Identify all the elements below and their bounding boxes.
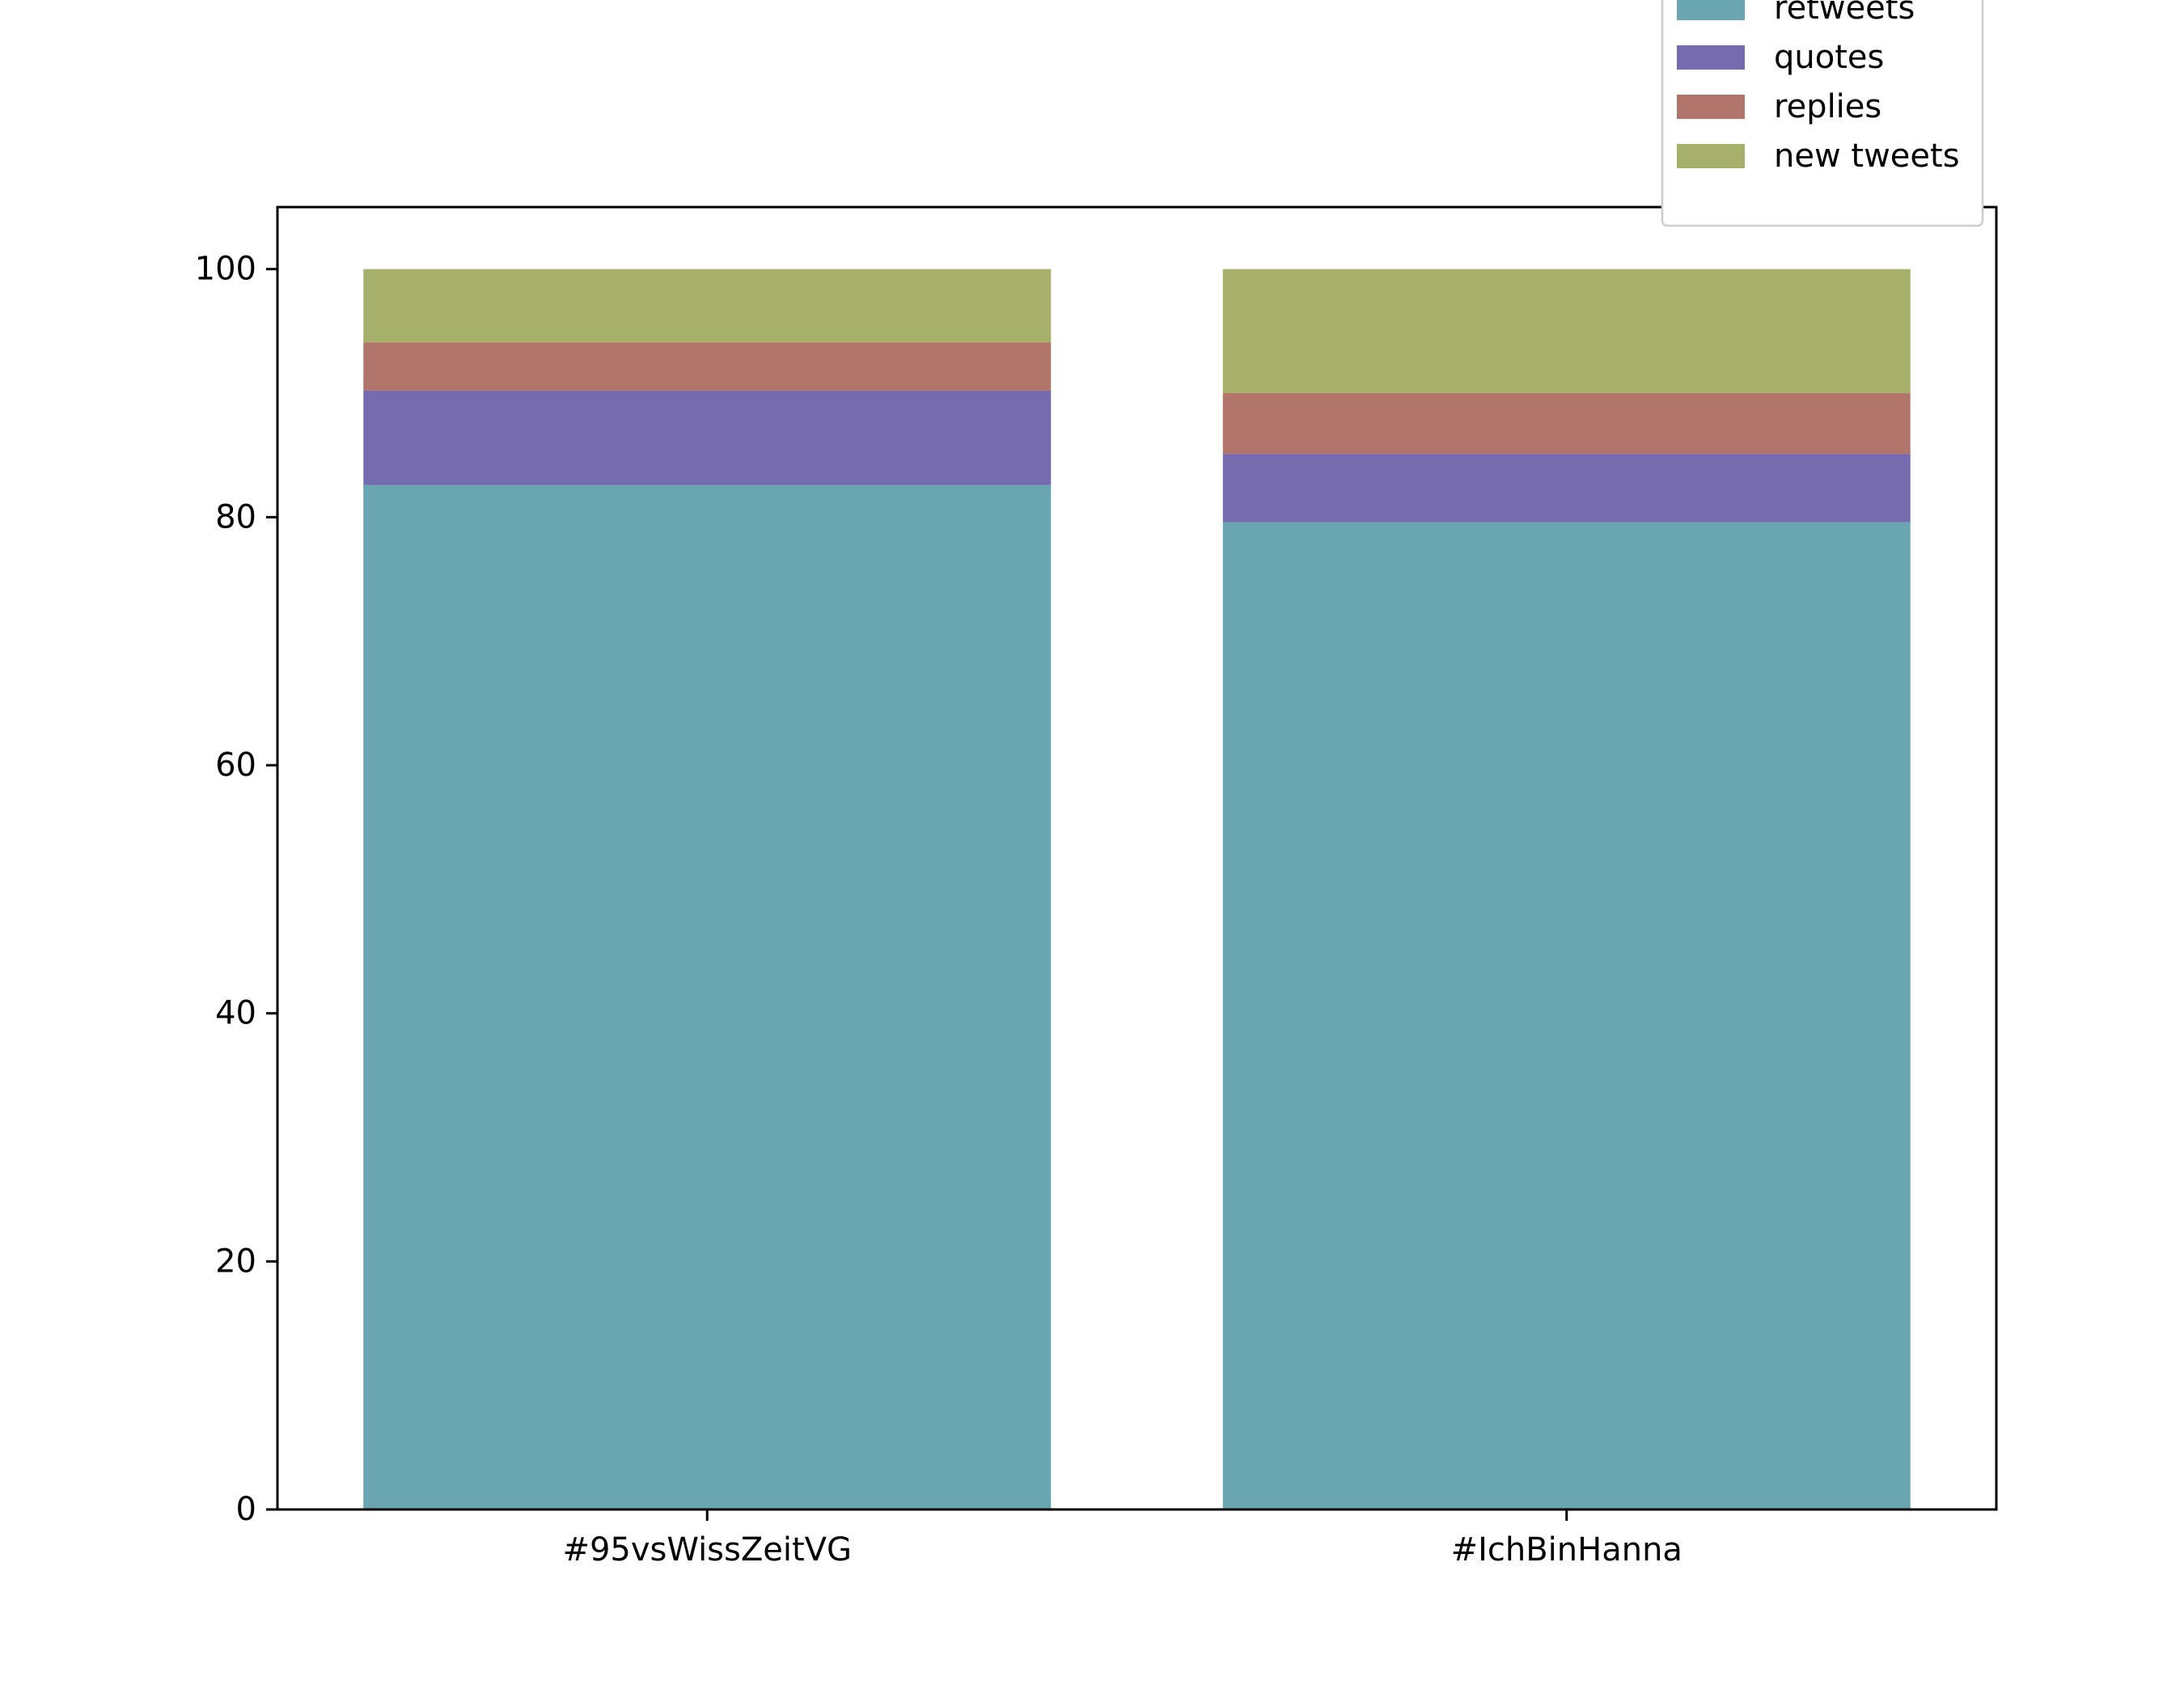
legend-label-replies: replies [1774,88,1881,125]
bar-quotes-ichbinhanna [1222,454,1911,523]
legend-swatch-replies [1677,95,1745,119]
x-tick-label: #95vsWissZeitVG [562,1531,852,1569]
bar-new-tweets-95vswisszeitvg [363,269,1052,343]
legend-label-retweets: retweets [1774,0,1915,27]
x-tick-label: #IchBinHanna [1451,1531,1682,1569]
bar-retweets-95vswisszeitvg [363,485,1052,1509]
y-tick-label: 80 [215,498,256,536]
legend-label-quotes: quotes [1774,39,1884,76]
legend-swatch-quotes [1677,45,1745,70]
bar-replies-95vswisszeitvg [363,342,1052,391]
bar-replies-ichbinhanna [1222,393,1911,455]
bar-quotes-95vswisszeitvg [363,390,1052,485]
bar-retweets-ichbinhanna [1222,522,1911,1509]
bar-new-tweets-ichbinhanna [1222,269,1911,393]
legend-swatch-new-tweets [1677,144,1745,168]
plot-frame [276,205,1998,1511]
y-tick-label: 100 [195,251,256,288]
y-tick-label: 40 [215,995,256,1032]
legend-swatch-retweets [1677,0,1745,20]
y-tick-label: 60 [215,747,256,784]
axes-layer: 0 20 40 60 80 100 #95vsWissZeitVG #IchBinHanna [195,205,1998,1569]
legend-label-new-tweets: new tweets [1774,138,1960,175]
legend: retweets quotes replies new tweets [1661,0,1984,227]
bars-layer [363,269,1911,1509]
y-tick-label: 20 [215,1243,256,1280]
y-tick-label: 0 [236,1491,256,1528]
